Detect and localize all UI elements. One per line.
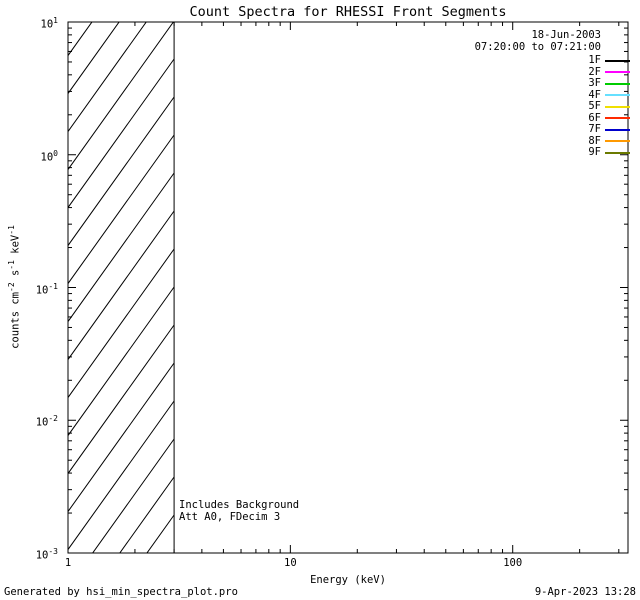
- legend-entry: 6F: [475, 111, 630, 125]
- y-tick-label: 101: [40, 16, 58, 31]
- y-axis-label: counts cm-2 s-1 keV-1: [6, 225, 22, 349]
- legend-entries: 1F 2F 3F 4F 5F 6F 7F 8F 9F: [475, 54, 630, 159]
- annotation-includes-background: Includes Background: [179, 499, 300, 511]
- legend-entry-line: [605, 82, 630, 85]
- legend-entry-line: [605, 128, 630, 131]
- generated-by-text: Generated by hsi_min_spectra_plot.pro: [4, 586, 238, 598]
- legend-entry-line: [605, 71, 630, 74]
- x-tick-label: 10: [284, 557, 297, 569]
- legend-entry: 1F: [475, 54, 630, 67]
- y-axis-tick-labels: 101 100 10-1 10-2 10-3: [0, 0, 64, 600]
- legend-entry: 9F: [475, 146, 630, 159]
- legend-entry-line: [605, 105, 630, 108]
- x-tick-label: 100: [503, 557, 523, 569]
- y-axis-ticks: [68, 21, 628, 554]
- annotation-attenuator-state: Att A0, FDecim 3: [179, 511, 281, 523]
- legend-entry-line: [605, 59, 630, 62]
- y-tick-label: 10-3: [35, 547, 58, 562]
- legend-entry: 8F: [475, 134, 630, 148]
- legend-entry: 3F: [475, 77, 630, 90]
- legend-entry-label: 4F: [588, 88, 601, 101]
- legend-entry: 2F: [475, 65, 630, 79]
- legend-entry-label: 8F: [588, 134, 601, 147]
- y-tick-label: 10-2: [35, 414, 58, 429]
- legend-entry: 5F: [475, 100, 630, 113]
- legend-date: 18-Jun-2003: [531, 29, 601, 41]
- legend-entry-label: 2F: [588, 65, 601, 78]
- x-axis-label: Energy (keV): [310, 574, 386, 586]
- legend-entry-label: 6F: [588, 111, 601, 124]
- legend-time-range: 07:20:00 to 07:21:00: [474, 41, 601, 53]
- legend: 18-Jun-2003 07:20:00 to 07:21:00 1F 2F 3F 4…: [475, 29, 630, 159]
- legend-entry: 4F: [475, 88, 630, 102]
- legend-entry-line: [605, 117, 630, 120]
- chart-title: Count Spectra for RHESSI Front Segments: [189, 4, 507, 20]
- legend-entry-line: [605, 94, 630, 97]
- x-tick-label: 1: [64, 557, 72, 569]
- legend-entry-label: 1F: [588, 54, 601, 66]
- legend-entry-label: 7F: [588, 123, 601, 135]
- legend-entry-label: 3F: [588, 77, 601, 89]
- legend-entry-line: [605, 151, 630, 154]
- y-tick-label: 10-1: [35, 281, 58, 297]
- excluded-band-hatch: [68, 22, 175, 553]
- legend-entry-label: 9F: [588, 146, 601, 158]
- y-tick-label: 100: [40, 148, 58, 164]
- legend-entry: 7F: [475, 123, 630, 136]
- generation-timestamp: 9-Apr-2023 13:28: [534, 586, 636, 598]
- legend-entry-line: [605, 140, 630, 143]
- plot-annotations: Includes Background Att A0, FDecim 3: [179, 499, 299, 523]
- legend-entry-label: 5F: [588, 100, 601, 112]
